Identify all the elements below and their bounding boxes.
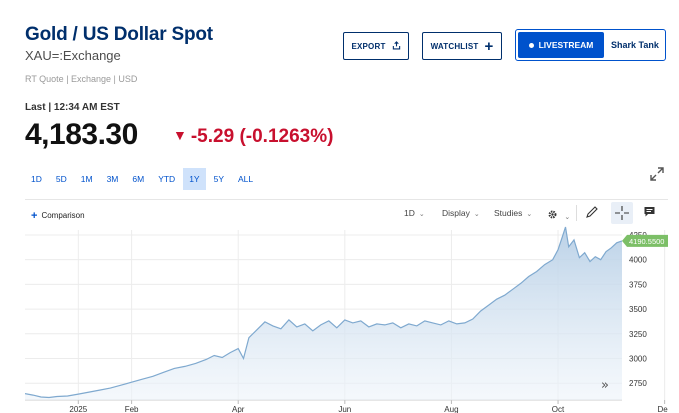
range-1m[interactable]: 1M: [80, 174, 93, 184]
range-ytd[interactable]: YTD: [158, 174, 176, 184]
last-value-badge: [622, 234, 668, 247]
x-tick-label: Jun: [338, 405, 351, 413]
x-tick-label: Dec: [658, 405, 668, 413]
range-1d[interactable]: 1D: [31, 174, 42, 184]
chevron-down-icon: ⌄: [526, 211, 533, 218]
y-tick-label: 3500: [629, 305, 647, 314]
last-timestamp: Last | 12:34 AM EST: [25, 102, 120, 113]
range-6m[interactable]: 6M: [132, 174, 145, 184]
studies-dropdown[interactable]: Studies ⌄: [494, 208, 532, 218]
y-tick-label: 3250: [629, 330, 647, 339]
range-5d[interactable]: 5D: [55, 174, 67, 184]
share-icon: [392, 39, 401, 53]
comment-icon: [643, 207, 656, 220]
plus-icon: +: [31, 210, 38, 222]
x-tick-label: Feb: [125, 405, 139, 413]
last-value-label: 4190.5500: [629, 237, 664, 246]
crosshair-icon: [611, 206, 633, 226]
price-change-value: -5.29 (-0.1263%): [190, 126, 334, 147]
livestream-button[interactable]: LIVESTREAM: [518, 32, 604, 58]
display-label: Display: [442, 208, 470, 218]
chevron-down-icon: ⌄: [418, 211, 425, 218]
time-range-selector: 1D 5D 1M 3M 6M YTD 1Y 5Y ALL: [25, 168, 261, 190]
range-3m[interactable]: 3M: [106, 174, 119, 184]
comparison-button[interactable]: + Comparison: [31, 209, 85, 222]
settings-dropdown[interactable]: ⌄: [547, 208, 570, 221]
double-chevron-right-icon[interactable]: »: [601, 378, 609, 393]
draw-tool-button[interactable]: [585, 205, 599, 221]
interval-label: 1D: [404, 208, 415, 218]
x-tick-label: Aug: [444, 405, 458, 413]
last-price: 4,183.30: [25, 118, 138, 151]
chevron-down-icon: ⌄: [473, 211, 480, 218]
pencil-icon: [585, 206, 599, 221]
chart-panel: 27503000325035003750400042502025FebAprJu…: [25, 199, 668, 413]
y-tick-label: 3750: [629, 280, 647, 289]
y-tick-label: 2750: [629, 379, 647, 388]
symbol-subtitle: XAU=:Exchange: [25, 48, 121, 63]
export-button[interactable]: EXPORT: [343, 32, 409, 60]
livestream-widget[interactable]: LIVESTREAM Shark Tank: [515, 29, 666, 61]
x-tick-label: Oct: [552, 405, 565, 413]
x-tick-label: Apr: [232, 405, 245, 413]
display-dropdown[interactable]: Display ⌄: [442, 208, 480, 218]
livestream-label: LIVESTREAM: [538, 40, 594, 50]
live-dot-icon: [528, 42, 534, 48]
quote-meta: RT Quote | Exchange | USD: [25, 74, 138, 84]
toolbar-divider: [576, 205, 577, 221]
comment-tool-button[interactable]: [643, 205, 656, 220]
interval-dropdown[interactable]: 1D ⌄: [404, 208, 425, 218]
y-tick-label: 3000: [629, 354, 647, 363]
x-tick-label: 2025: [69, 405, 87, 413]
range-all[interactable]: ALL: [238, 174, 254, 184]
expand-icon[interactable]: [648, 165, 666, 183]
price-area-fill: [25, 227, 622, 400]
watchlist-button[interactable]: WATCHLIST +: [422, 32, 502, 60]
studies-label: Studies: [494, 208, 523, 218]
range-5y[interactable]: 5Y: [213, 174, 224, 184]
price-chart[interactable]: 27503000325035003750400042502025FebAprJu…: [25, 200, 668, 413]
page-title: Gold / US Dollar Spot: [25, 24, 213, 45]
chevron-down-icon: ⌄: [564, 214, 571, 221]
plus-icon: +: [484, 37, 494, 55]
comparison-label: Comparison: [41, 211, 85, 220]
crosshair-tool-button[interactable]: [611, 202, 633, 224]
livestream-show-name[interactable]: Shark Tank: [611, 40, 659, 50]
gear-icon: [547, 210, 560, 221]
chart-toolbar: + Comparison 1D ⌄ Display ⌄ Studies ⌄ ⌄: [25, 200, 668, 226]
price-series-line: [25, 226, 623, 399]
down-triangle-icon: ▼: [173, 127, 187, 143]
range-1y[interactable]: 1Y: [183, 168, 206, 190]
export-label: EXPORT: [351, 41, 386, 51]
price-change: ▼ -5.29 (-0.1263%): [173, 126, 333, 148]
y-tick-label: 4000: [629, 256, 647, 265]
watchlist-label: WATCHLIST: [430, 41, 479, 51]
